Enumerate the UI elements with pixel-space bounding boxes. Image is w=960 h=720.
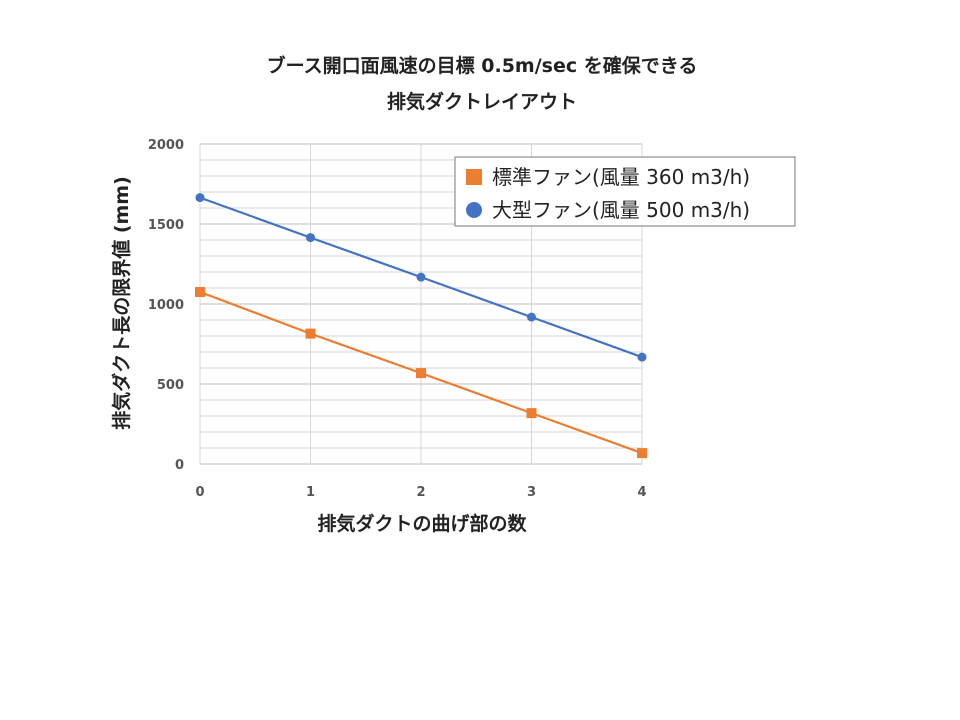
y-axis-ticks: 0 500 1000 1500 2000 [148, 138, 184, 473]
y-tick-label: 500 [157, 378, 184, 393]
x-tick-label: 2 [416, 485, 425, 500]
x-tick-label: 0 [195, 485, 204, 500]
data-point-circle [306, 233, 315, 243]
data-point-circle [416, 272, 426, 282]
legend-marker-large-fan [466, 202, 482, 218]
legend-label-large-fan: 大型ファン(風量 500 m3/h) [492, 198, 750, 222]
y-tick-label: 2000 [148, 138, 184, 153]
data-point-square [416, 368, 426, 379]
legend-marker-standard-fan [466, 169, 482, 185]
data-point-circle [637, 352, 647, 362]
chart-title-line2: 排気ダクトレイアウト [387, 90, 577, 113]
chart-title-line1: ブース開口面風速の目標 0.5m/sec を確保できる [267, 54, 698, 77]
grid [199, 143, 643, 465]
data-point-circle [195, 193, 205, 203]
x-tick-label: 4 [637, 485, 646, 500]
data-point-circle [527, 312, 536, 322]
x-tick-label: 1 [306, 485, 315, 500]
y-axis-label: 排気ダクト長の限界値 (mm) [110, 176, 133, 430]
legend-label-standard-fan: 標準ファン(風量 360 m3/h) [492, 165, 750, 189]
x-axis-label: 排気ダクトの曲げ部の数 [317, 512, 527, 535]
data-point-square [526, 408, 537, 419]
data-point-square [637, 448, 647, 459]
series-group [195, 193, 647, 459]
data-point-square [195, 287, 205, 297]
x-axis-ticks: 0 1 2 3 4 [195, 485, 646, 500]
legend-box [454, 156, 796, 227]
y-tick-label: 1500 [148, 218, 184, 233]
x-tick-label: 3 [527, 485, 536, 500]
y-tick-label: 1000 [148, 298, 184, 313]
y-tick-label: 0 [175, 458, 184, 473]
data-point-square [305, 328, 316, 339]
legend: 標準ファン(風量 360 m3/h) 大型ファン(風量 500 m3/h) [454, 156, 796, 227]
